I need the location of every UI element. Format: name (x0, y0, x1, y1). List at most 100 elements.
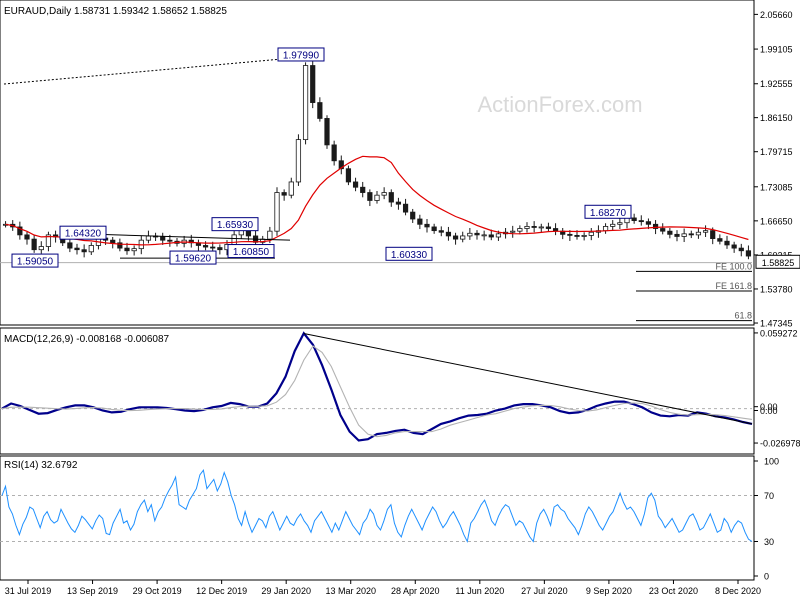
price-tick-label: 1.99105 (760, 45, 793, 55)
candle-body (338, 160, 344, 170)
candle-body (317, 102, 323, 119)
candle-body (481, 234, 487, 237)
candle-body (267, 230, 273, 240)
candle-body (124, 247, 130, 252)
candle-body (131, 248, 137, 252)
watermark: ActionForex.com (477, 92, 642, 117)
candle-body (652, 223, 659, 229)
x-tick-label: 29 Oct 2019 (133, 586, 182, 596)
candle-body (310, 65, 316, 103)
candle-body (438, 230, 444, 233)
price-panel (0, 0, 755, 326)
price-label-text: 1.60330 (391, 250, 428, 261)
candle-body (17, 226, 23, 236)
candle-body (738, 247, 744, 252)
price-label-text: 1.60850 (233, 247, 270, 258)
price-tick-label: 1.66650 (760, 216, 793, 226)
candle-body (667, 230, 673, 235)
price-tick-label: 1.47345 (760, 319, 793, 329)
fibo-label: 61.8 (734, 311, 752, 321)
x-tick-label: 13 Sep 2019 (67, 586, 118, 596)
candle-body (452, 235, 459, 240)
price-tick-label: 1.86150 (760, 113, 793, 123)
candle-body (160, 236, 166, 241)
price-label-box (11, 253, 59, 268)
candle-body (731, 244, 737, 249)
candle-body (117, 242, 123, 249)
candle-body (281, 192, 287, 196)
price-label-text: 1.59050 (17, 257, 54, 268)
candle-body (424, 223, 430, 228)
candle-body (610, 223, 616, 227)
candle-body (274, 192, 280, 232)
candle-body (674, 233, 680, 237)
rsi-line (1, 469, 753, 544)
candle-body (88, 245, 94, 253)
candle-body (581, 235, 587, 237)
candle-body (24, 234, 30, 240)
price-tick-label: 1.73085 (760, 182, 793, 192)
fibo-label: FE 100.0 (715, 261, 752, 271)
candle-body (724, 240, 730, 246)
candle-body (302, 65, 309, 141)
rsi-title: RSI(14) 32.6792 (4, 460, 78, 471)
macd-tick-label: -0.026978 (760, 439, 800, 449)
price-label-text: 1.65930 (217, 220, 254, 231)
price-label-text: 1.64320 (65, 229, 102, 240)
candle-body (381, 192, 387, 196)
current-price-text: 1.58825 (762, 258, 795, 268)
candle-body (345, 168, 352, 183)
candle-body (45, 234, 52, 247)
candle-body (360, 186, 366, 193)
candle-body (67, 242, 73, 249)
candle-body (681, 233, 687, 237)
candle-body (660, 228, 666, 232)
rsi-panel (0, 455, 755, 581)
candle-body (710, 230, 716, 239)
price-label-text: 1.97990 (283, 50, 320, 61)
candle-body (531, 226, 537, 228)
price-tick-label: 2.05660 (760, 10, 793, 20)
candle-body (288, 181, 294, 196)
x-tick-label: 28 Apr 2020 (391, 586, 440, 596)
price-label-box (277, 47, 325, 62)
rsi-tick-label: 70 (764, 491, 774, 501)
candle-body (524, 226, 530, 229)
price-layer: 1.97990 1.64320 1.65930 1.68270 1.59050 1.596… (0, 47, 752, 322)
candle-body (588, 231, 594, 236)
macd-tick-label: 0.00 (760, 406, 778, 416)
price-label-box (169, 250, 217, 265)
macd-tick-label: 0.00 (760, 402, 778, 412)
candle-body (145, 235, 152, 241)
candle-body (110, 239, 116, 244)
candle-body (202, 245, 209, 248)
macd-trendline (303, 333, 753, 425)
candle-body (74, 247, 80, 251)
candle-body (417, 218, 423, 225)
candle-body (545, 226, 552, 229)
rsi-tick-label: 30 (764, 537, 774, 547)
macd-title: MACD(12,26,9) -0.008168 -0.006087 (4, 334, 170, 345)
candle-body (31, 238, 37, 251)
price-label-text: 1.59620 (175, 254, 212, 265)
candle-body (167, 239, 173, 242)
x-tick-label: 27 Jul 2020 (521, 586, 568, 596)
x-tick-label: 12 Dec 2019 (196, 586, 247, 596)
candle-body (617, 222, 623, 225)
rsi-tick-label: 0 (764, 572, 769, 582)
candle-body (574, 235, 580, 237)
x-tick-label: 31 Jul 2019 (5, 586, 52, 596)
candle-body (402, 203, 409, 213)
candle-body (717, 238, 723, 242)
candle-body (638, 220, 644, 223)
fibo-label: FE 161.8 (715, 281, 752, 291)
price-label-box (227, 244, 275, 259)
axis-layer: 2.05660 1.99105 1.92555 1.86150 1.79715 1.730… (5, 10, 800, 596)
price-tick-label: 1.53780 (760, 284, 793, 294)
candle-body (352, 181, 359, 188)
candle-body (645, 221, 652, 225)
candle-body (702, 230, 709, 233)
candle-body (467, 232, 473, 237)
x-tick-label: 23 Oct 2020 (649, 586, 698, 596)
